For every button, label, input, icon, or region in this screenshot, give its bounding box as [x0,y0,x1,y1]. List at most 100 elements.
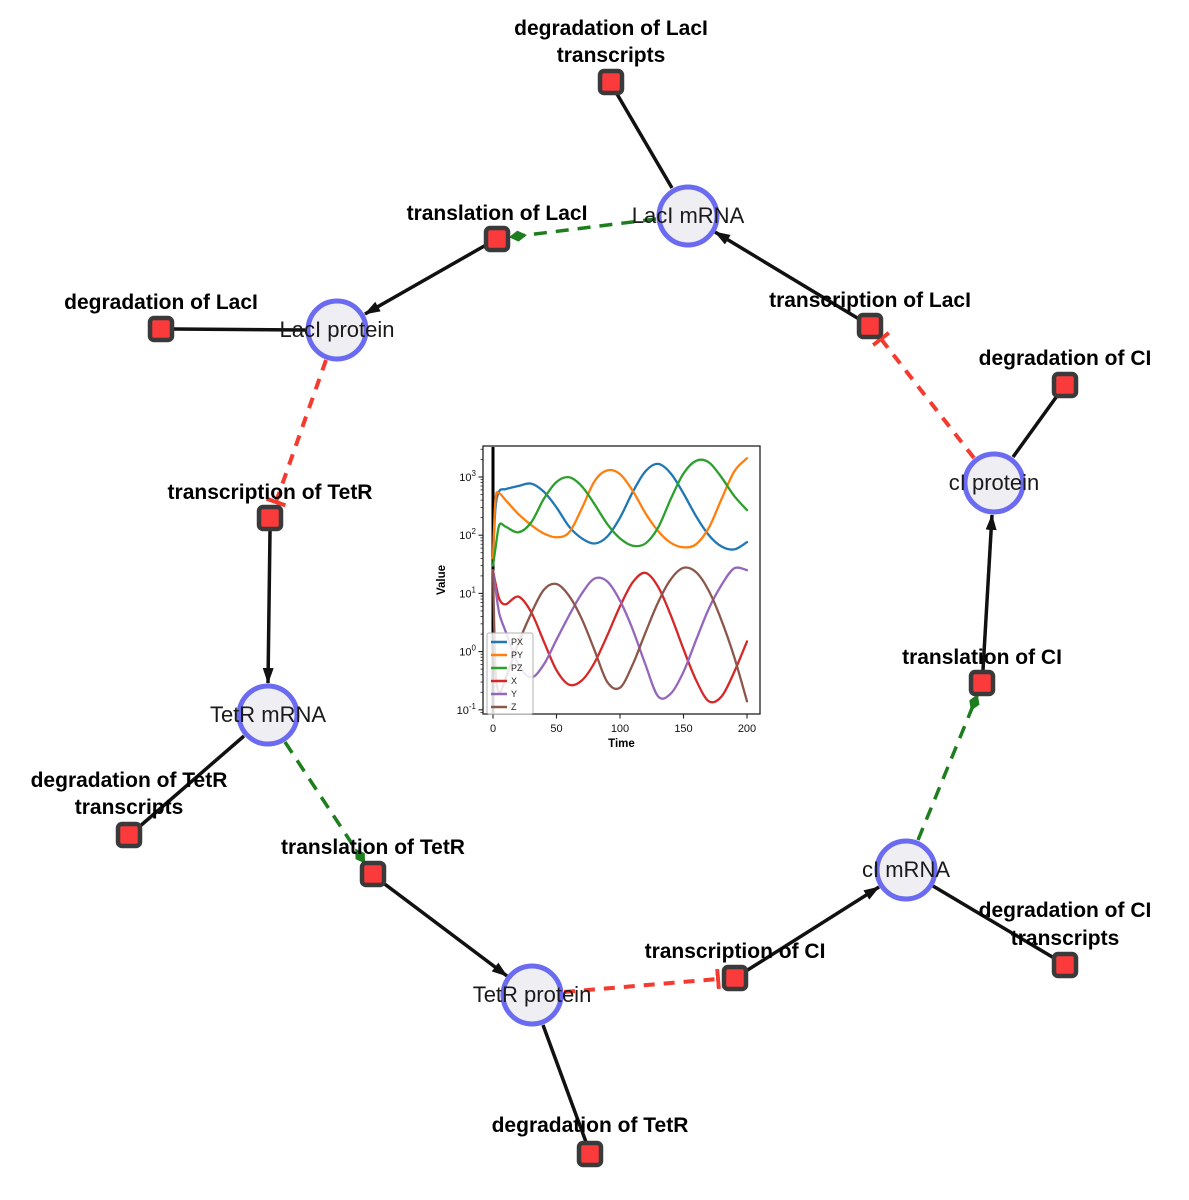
reaction-degradation-of-laci-transcripts[interactable]: degradation of LacI transcripts [514,17,708,96]
reaction-label: transcription of TetR [168,481,373,504]
species-label: cI mRNA [862,857,950,882]
reaction-translation-of-tetr[interactable]: translation of TetR [281,836,465,888]
reaction-square[interactable] [597,68,625,96]
edge-tetr-mrna-to-deg-transcripts [137,734,246,829]
y-tick-label: 102 [459,527,476,542]
reaction-label: degradation of LacI [514,17,708,40]
reaction-degradation-of-tetr[interactable]: degradation of TetR [492,1114,689,1168]
legend-label-z: Z [511,702,517,712]
legend-box [486,632,534,715]
timeseries-chart: 0 50 100 150 20010310210110010-1TimeValuePXP… [436,445,761,750]
edge-transcription-laci-to-laci-mrna [714,230,860,321]
edge-transcription-ci-to-ci-mrna [745,885,880,973]
x-tick-label: 100 [611,723,629,735]
reaction-translation-of-ci[interactable]: translation of CI [902,646,1062,697]
reaction-transcription-of-tetr[interactable]: transcription of TetR [168,481,373,532]
reaction-label: degradation of LacI [64,291,258,314]
species-circle[interactable] [500,963,564,1027]
edge-ci-protein-to-deg [1011,394,1059,459]
x-tick-label: 0 [490,723,496,735]
edge-tetr-protein-inhibits-transcription-ci [563,968,721,994]
reaction-transcription-of-laci[interactable]: transcription of LacI [769,289,971,340]
species-label: LacI protein [280,317,395,342]
edge-laci-mrna-to-translation [509,217,657,242]
y-axis-label: Value [436,565,448,595]
edge-translation-laci-to-laci-protein [364,243,487,316]
species-tetr-mrna[interactable]: TetR mRNA [210,683,326,747]
species-circle[interactable] [305,298,369,362]
species-label: TetR mRNA [210,702,326,727]
x-axis-label: Time [608,738,635,750]
species-laci-mrna[interactable]: LacI mRNA [632,184,745,248]
series-pz [491,458,749,567]
reaction-degradation-of-ci-transcripts[interactable]: degradation of CI transcripts [979,899,1152,979]
species-tetr-protein[interactable]: TetR protein [473,963,592,1027]
edge-ci-mrna-to-translation [916,694,980,841]
reaction-label: degradation of CI [979,899,1152,922]
edge-translation-ci-to-ci-protein [981,514,997,671]
reaction-label: degradation of TetR [492,1114,689,1137]
reaction-square[interactable] [483,225,511,253]
species-circle[interactable] [962,451,1026,515]
reaction-degradation-of-ci[interactable]: degradation of CI [979,347,1152,399]
y-tick-label: 103 [459,469,476,484]
species-label: LacI mRNA [632,203,745,228]
x-tick-label: 200 [738,723,756,735]
chart-legend: PX PY PZ XYZ [486,632,534,715]
reaction-square[interactable] [576,1140,604,1168]
reaction-label: transcription of CI [645,940,826,963]
species-circle[interactable] [656,184,720,248]
legend-label-px: PX [511,637,523,647]
species-circle[interactable] [236,683,300,747]
series-px [491,462,749,560]
edge-tetr-protein-to-deg [541,1024,588,1143]
reaction-square[interactable] [968,669,996,697]
reaction-label: transcription of LacI [769,289,971,312]
species-ci-mrna[interactable]: cI mRNA [862,838,950,902]
reaction-square[interactable] [721,964,749,992]
reaction-square[interactable] [359,860,387,888]
reaction-translation-of-laci[interactable]: translation of LacI [407,202,588,253]
edge-laci-mrna-to-deg-transcripts [615,93,674,189]
edge-ci-mrna-to-deg-transcripts [932,884,1055,960]
species-circle[interactable] [874,838,938,902]
species-laci-protein[interactable]: LacI protein [280,298,395,362]
edge-tetr-mrna-to-translation [283,741,366,864]
reaction-degradation-of-tetr-transcripts[interactable]: degradation of TetR transcripts [31,769,228,849]
legend-label-py: PY [511,650,523,660]
reaction-degradation-of-laci[interactable]: degradation of LacI [64,291,258,343]
reaction-square[interactable] [115,821,143,849]
legend-label-x: X [511,676,517,686]
legend-label-pz: PZ [511,663,523,673]
reaction-label: translation of TetR [281,836,465,859]
reaction-square[interactable] [147,315,175,343]
reaction-square[interactable] [1051,951,1079,979]
y-tick-label: 100 [459,644,476,659]
species-label: cI protein [949,470,1040,495]
edge-laci-protein-inhibits-transcription-tetr [265,359,328,508]
reaction-square[interactable] [256,504,284,532]
series-x [491,569,749,704]
reaction-label: degradation of TetR [31,769,228,792]
reaction-label: transcripts [557,44,666,67]
species-ci-protein[interactable]: cI protein [949,451,1040,515]
edge-transcription-tetr-to-tetr-mrna [262,530,274,684]
reaction-label: transcripts [75,796,184,819]
axes-box [482,445,761,715]
series-py [491,457,749,560]
edge-ci-protein-inhibits-transcription-laci [871,331,976,460]
edge-translation-tetr-to-tetr-protein [380,880,509,978]
legend-label-y: Y [511,689,517,699]
species-label: TetR protein [473,982,592,1007]
x-tick-label: 150 [674,723,692,735]
reaction-square[interactable] [856,312,884,340]
reaction-transcription-of-ci[interactable]: transcription of CI [645,940,826,992]
x-tick-label: 50 [550,723,562,735]
reaction-label: degradation of CI [979,347,1152,370]
edge-laci-protein-to-deg [173,327,306,332]
reaction-square[interactable] [1051,371,1079,399]
reaction-label: transcripts [1011,927,1120,950]
y-tick-label: 10-1 [457,702,477,717]
